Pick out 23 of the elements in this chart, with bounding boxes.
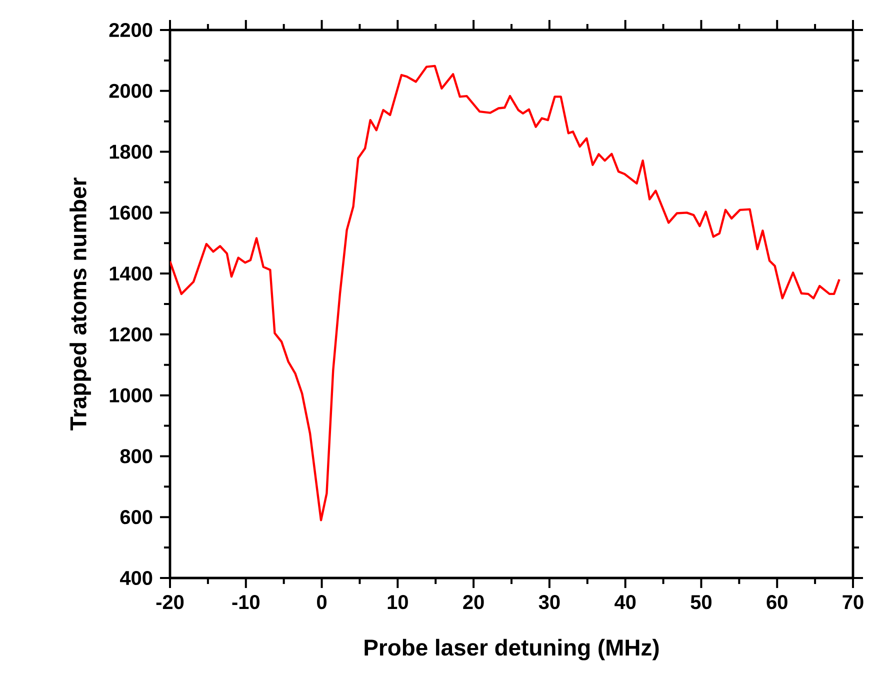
- y-tick-label: 1000: [110, 388, 152, 402]
- y-tick-label: 400: [120, 570, 152, 586]
- x-tick-label: 60: [766, 595, 788, 610]
- y-tick-label: 1600: [110, 206, 152, 220]
- y-tick-label: 2200: [109, 22, 152, 38]
- x-tick-label: 40: [614, 595, 636, 610]
- y-tick-label: 1200: [110, 327, 152, 342]
- y-tick-label: 800: [120, 449, 152, 464]
- x-tick-label: -10: [232, 595, 260, 610]
- y-axis-title: Trapped atoms number: [70, 178, 91, 430]
- x-tick-label: 0: [317, 595, 327, 610]
- y-tick-label: 2000: [109, 84, 152, 98]
- x-tick-label: 30: [538, 595, 560, 610]
- x-tick-label: 10: [388, 595, 408, 610]
- y-tick-label: 600: [120, 510, 152, 524]
- y-tick-label: 1400: [110, 266, 152, 281]
- y-tick-label: 1800: [110, 144, 152, 159]
- x-tick-label: 50: [690, 595, 712, 610]
- x-tick-label: 70: [842, 595, 864, 610]
- x-tick-label: 20: [463, 595, 484, 610]
- x-axis-title: Probe laser detuning (MHz): [364, 638, 659, 660]
- line-series: [170, 64, 840, 522]
- x-tick-label: -20: [156, 595, 184, 610]
